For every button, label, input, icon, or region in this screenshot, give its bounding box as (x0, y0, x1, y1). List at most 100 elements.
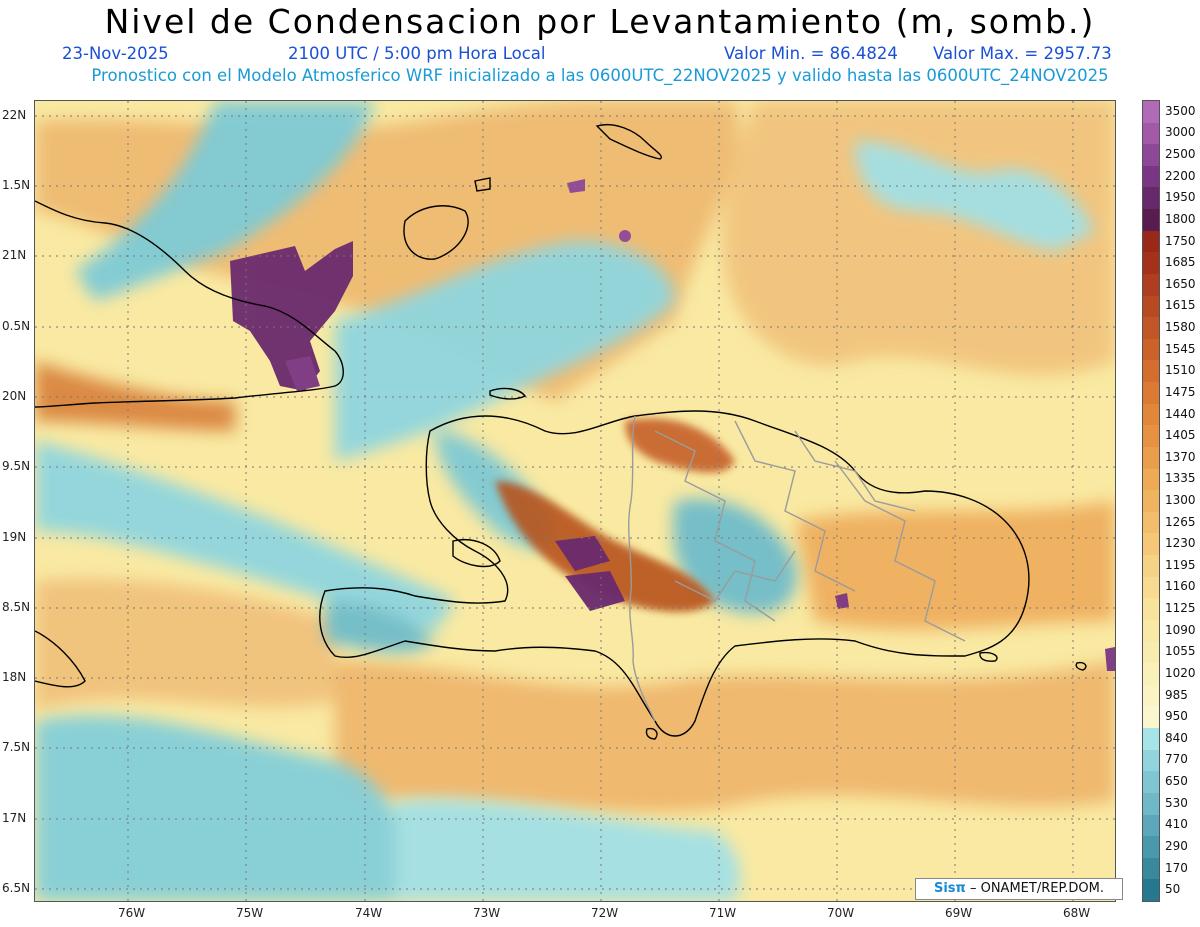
colorbar-label: 1265 (1165, 514, 1196, 529)
lon-label: 75W (236, 906, 264, 920)
teal-ribbon-northwest (75, 101, 375, 301)
teal-east (855, 141, 1095, 251)
colorbar-label: 290 (1165, 838, 1188, 853)
teal-south (395, 798, 740, 901)
model-info: Pronostico con el Modelo Atmosferico WRF… (91, 66, 1109, 85)
lat-label: 18N (2, 670, 27, 684)
lon-label: 72W (591, 906, 619, 920)
colorbar-segment (1143, 706, 1159, 729)
colorbar-label: 1510 (1165, 363, 1196, 378)
colorbar-label: 1545 (1165, 341, 1196, 356)
lon-label: 74W (355, 906, 383, 920)
colorbar-segment (1143, 360, 1159, 383)
lon-label: 69W (945, 906, 973, 920)
purple-patch-dr (835, 593, 849, 609)
forecast-time: 2100 UTC / 5:00 pm Hora Local (288, 44, 546, 63)
coast-gonave (452, 539, 501, 568)
colorbar-label: 1615 (1165, 298, 1196, 313)
credit-logo: Sisπ (933, 881, 966, 896)
highland-central (625, 418, 735, 473)
colorbar-label: 410 (1165, 817, 1188, 832)
lat-label: 19N (2, 530, 27, 544)
border-haiti-dr (628, 415, 656, 722)
coast-caicos (595, 124, 662, 160)
colorbar-segment (1143, 295, 1159, 318)
provincial-borders (628, 415, 966, 722)
map-title: Nivel de Condensacion por Levantamiento … (104, 2, 1096, 41)
colorbar-label: 1090 (1165, 622, 1196, 637)
graticule (35, 101, 1115, 901)
colorbar-label: 3000 (1165, 125, 1196, 140)
colorbar-label: 1800 (1165, 211, 1196, 226)
credit-box: Sisπ – ONAMET/REP.DOM. (915, 878, 1123, 900)
colorbar-segment (1143, 490, 1159, 513)
colorbar-segment (1143, 122, 1159, 145)
lat-label: 8.5N (2, 600, 31, 614)
lat-label: 0.5N (2, 319, 31, 333)
purple-dot-caicos (619, 230, 631, 242)
colorbar-segment (1143, 879, 1159, 902)
colorbar-label: 1300 (1165, 493, 1196, 507)
coast-hispaniola (319, 410, 1030, 737)
lat-label: 1.5N (2, 178, 31, 192)
province-lines-central (734, 420, 856, 592)
colorbar-segment (1143, 144, 1159, 167)
colorbar-label: 1650 (1165, 276, 1196, 291)
colorbar-segment (1143, 403, 1159, 426)
colorbar-segment (1143, 663, 1159, 686)
colorbar-segment (1143, 187, 1159, 210)
province-lines-south (674, 550, 796, 602)
lat-label: 6.5N (2, 881, 31, 895)
coastlines (35, 124, 1087, 740)
colorbar-label: 2200 (1165, 168, 1196, 183)
warm-south-west (35, 579, 335, 711)
forecast-date: 23-Nov-2025 (62, 44, 169, 63)
colorbar-label: 1195 (1165, 557, 1196, 572)
colorbar-segment (1143, 555, 1159, 578)
colorbar-segment (1143, 684, 1159, 707)
purple-patch-haiti-2 (565, 571, 625, 611)
colorbar-segment (1143, 598, 1159, 621)
colorbar-label: 170 (1165, 860, 1188, 875)
colorbar-segment (1143, 619, 1159, 643)
colorbar-label: 1335 (1165, 471, 1196, 486)
coast-great-inagua (403, 205, 469, 260)
teal-hispaniola-interior (673, 499, 797, 614)
colorbar-segment (1143, 317, 1159, 340)
colorbar-label: 50 (1165, 882, 1181, 897)
colorbar-label: 3500 (1165, 103, 1196, 118)
coast-beata (645, 727, 658, 740)
province-lines-north (794, 430, 916, 512)
colorbar-label: 1580 (1165, 320, 1196, 335)
colorbar-label: 1405 (1165, 428, 1196, 443)
colorbar-label: 530 (1165, 795, 1188, 810)
colorbar-label: 1685 (1165, 255, 1196, 270)
province-lines-west (654, 430, 776, 622)
colorbar-segment (1143, 728, 1159, 751)
lon-label: 68W (1063, 906, 1091, 920)
province-lines-east (834, 460, 966, 642)
teal-central-band (335, 241, 675, 461)
coast-saona (979, 651, 998, 662)
colorbar-label: 770 (1165, 752, 1188, 767)
colorbar-segment (1143, 511, 1159, 534)
colorbar-label: 1020 (1165, 665, 1196, 680)
coast-jamaica-edge (35, 630, 86, 688)
lat-label: 7.5N (2, 740, 31, 754)
colorbar-label: 2500 (1165, 147, 1196, 162)
colorbar (1142, 100, 1160, 902)
colorbar-segment (1143, 338, 1159, 361)
colorbar-segment (1143, 576, 1159, 599)
lat-label: 21N (2, 248, 27, 262)
coast-tortuga (489, 387, 527, 400)
colorbar-segment (1143, 230, 1159, 253)
warm-east-band (795, 501, 1115, 630)
coast-cuba (35, 200, 344, 408)
purple-patch-windward (285, 356, 320, 391)
colorbar-label: 1440 (1165, 406, 1196, 421)
purple-patch-haiti-1 (555, 536, 610, 571)
warm-south-central (335, 661, 1115, 813)
highland-haiti (495, 481, 715, 612)
colorbar-label: 1475 (1165, 384, 1196, 399)
colorbar-segment (1143, 836, 1159, 859)
